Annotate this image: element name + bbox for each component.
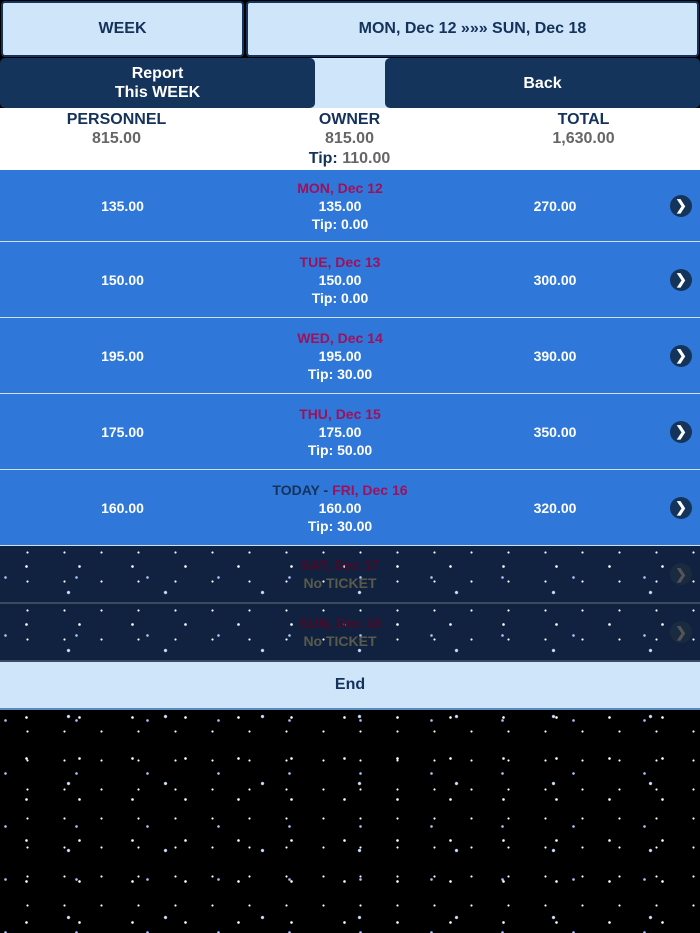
day-owner-cell: TODAY - FRI, Dec 16 160.00 Tip: 30.00 — [240, 481, 440, 535]
day-tip: Tip: 0.00 — [311, 215, 369, 232]
day-tip: Tip: 30.00 — [307, 517, 373, 534]
day-row-empty[interactable]: SUN, Dec 18 No TICKET ❯ — [0, 604, 700, 662]
day-owner: 175.00 — [318, 423, 362, 440]
spacer — [310, 58, 390, 108]
day-total: 350.00 — [533, 423, 577, 440]
day-owner: 135.00 — [318, 197, 362, 214]
report-this-week-button[interactable]: Report This WEEK — [0, 58, 315, 108]
day-personnel: 160.00 — [101, 499, 144, 516]
no-ticket-label: No TICKET — [303, 633, 377, 649]
day-tip: Tip: 50.00 — [307, 441, 373, 458]
day-personnel: 150.00 — [101, 271, 144, 288]
report-label: Report — [131, 65, 184, 82]
week-range-button[interactable]: MON, Dec 12 »»» SUN, Dec 18 — [246, 1, 699, 57]
day-personnel: 135.00 — [101, 197, 144, 214]
day-row-empty[interactable]: SAT, Dec 17 No TICKET ❯ — [0, 546, 700, 604]
day-owner-cell: WED, Dec 14 195.00 Tip: 30.00 — [240, 329, 440, 383]
day-date: MON, Dec 12 — [297, 179, 383, 196]
chevron-right-icon[interactable]: ❯ — [670, 420, 692, 443]
week-summary: PERSONNEL 815.00 OWNER 815.00 Tip: 110.0… — [0, 108, 700, 170]
day-total: 300.00 — [533, 271, 577, 288]
day-owner: 195.00 — [318, 347, 362, 364]
total-header: TOTAL — [557, 111, 610, 128]
end-button[interactable]: End — [0, 662, 700, 710]
day-row[interactable]: 135.00 MON, Dec 12 135.00 Tip: 0.00 270.… — [0, 170, 700, 242]
personnel-header: PERSONNEL — [66, 111, 167, 128]
day-row[interactable]: 175.00 THU, Dec 15 175.00 Tip: 50.00 350… — [0, 394, 700, 470]
personnel-total: 815.00 — [92, 130, 141, 147]
day-personnel: 195.00 — [101, 347, 144, 364]
owner-total: 815.00 — [325, 130, 374, 147]
tip-label: Tip: — [308, 150, 338, 167]
day-date: THU, Dec 15 — [299, 405, 381, 422]
chevron-right-icon[interactable]: ❯ — [670, 194, 692, 217]
day-owner: 160.00 — [318, 499, 362, 516]
back-button[interactable]: Back — [385, 58, 700, 108]
chevron-right-icon[interactable]: ❯ — [670, 344, 692, 367]
day-owner-cell: THU, Dec 15 175.00 Tip: 50.00 — [240, 405, 440, 459]
chevron-right-icon[interactable]: ❯ — [670, 621, 692, 643]
day-personnel: 175.00 — [101, 423, 144, 440]
day-total: 390.00 — [533, 347, 577, 364]
week-button[interactable]: WEEK — [1, 1, 244, 57]
day-date: FRI, Dec 16 — [332, 481, 408, 498]
day-tip: Tip: 30.00 — [307, 365, 373, 382]
day-row[interactable]: 195.00 WED, Dec 14 195.00 Tip: 30.00 390… — [0, 318, 700, 394]
owner-header: OWNER — [318, 111, 381, 128]
report-sub-label: This WEEK — [114, 84, 201, 101]
day-total: 320.00 — [533, 499, 577, 516]
day-total: 270.00 — [533, 197, 577, 214]
today-label: TODAY - — [272, 481, 333, 498]
day-owner: 150.00 — [318, 271, 362, 288]
day-date: TUE, Dec 13 — [299, 253, 381, 270]
grand-total: 1,630.00 — [552, 130, 615, 147]
chevron-right-icon[interactable]: ❯ — [670, 268, 692, 291]
day-row[interactable]: 150.00 TUE, Dec 13 150.00 Tip: 0.00 300.… — [0, 242, 700, 318]
chevron-right-icon[interactable]: ❯ — [670, 563, 692, 585]
day-date: SUN, Dec 18 — [298, 615, 382, 631]
day-row[interactable]: 160.00 TODAY - FRI, Dec 16 160.00 Tip: 3… — [0, 470, 700, 546]
chevron-right-icon[interactable]: ❯ — [670, 496, 692, 519]
day-date: SAT, Dec 17 — [300, 557, 380, 573]
day-owner-cell: TUE, Dec 13 150.00 Tip: 0.00 — [240, 253, 440, 307]
day-tip: Tip: 0.00 — [311, 289, 369, 306]
day-date: WED, Dec 14 — [297, 329, 383, 346]
no-ticket-label: No TICKET — [303, 575, 377, 591]
tip-total: 110.00 — [342, 150, 391, 167]
day-owner-cell: MON, Dec 12 135.00 Tip: 0.00 — [240, 179, 440, 233]
